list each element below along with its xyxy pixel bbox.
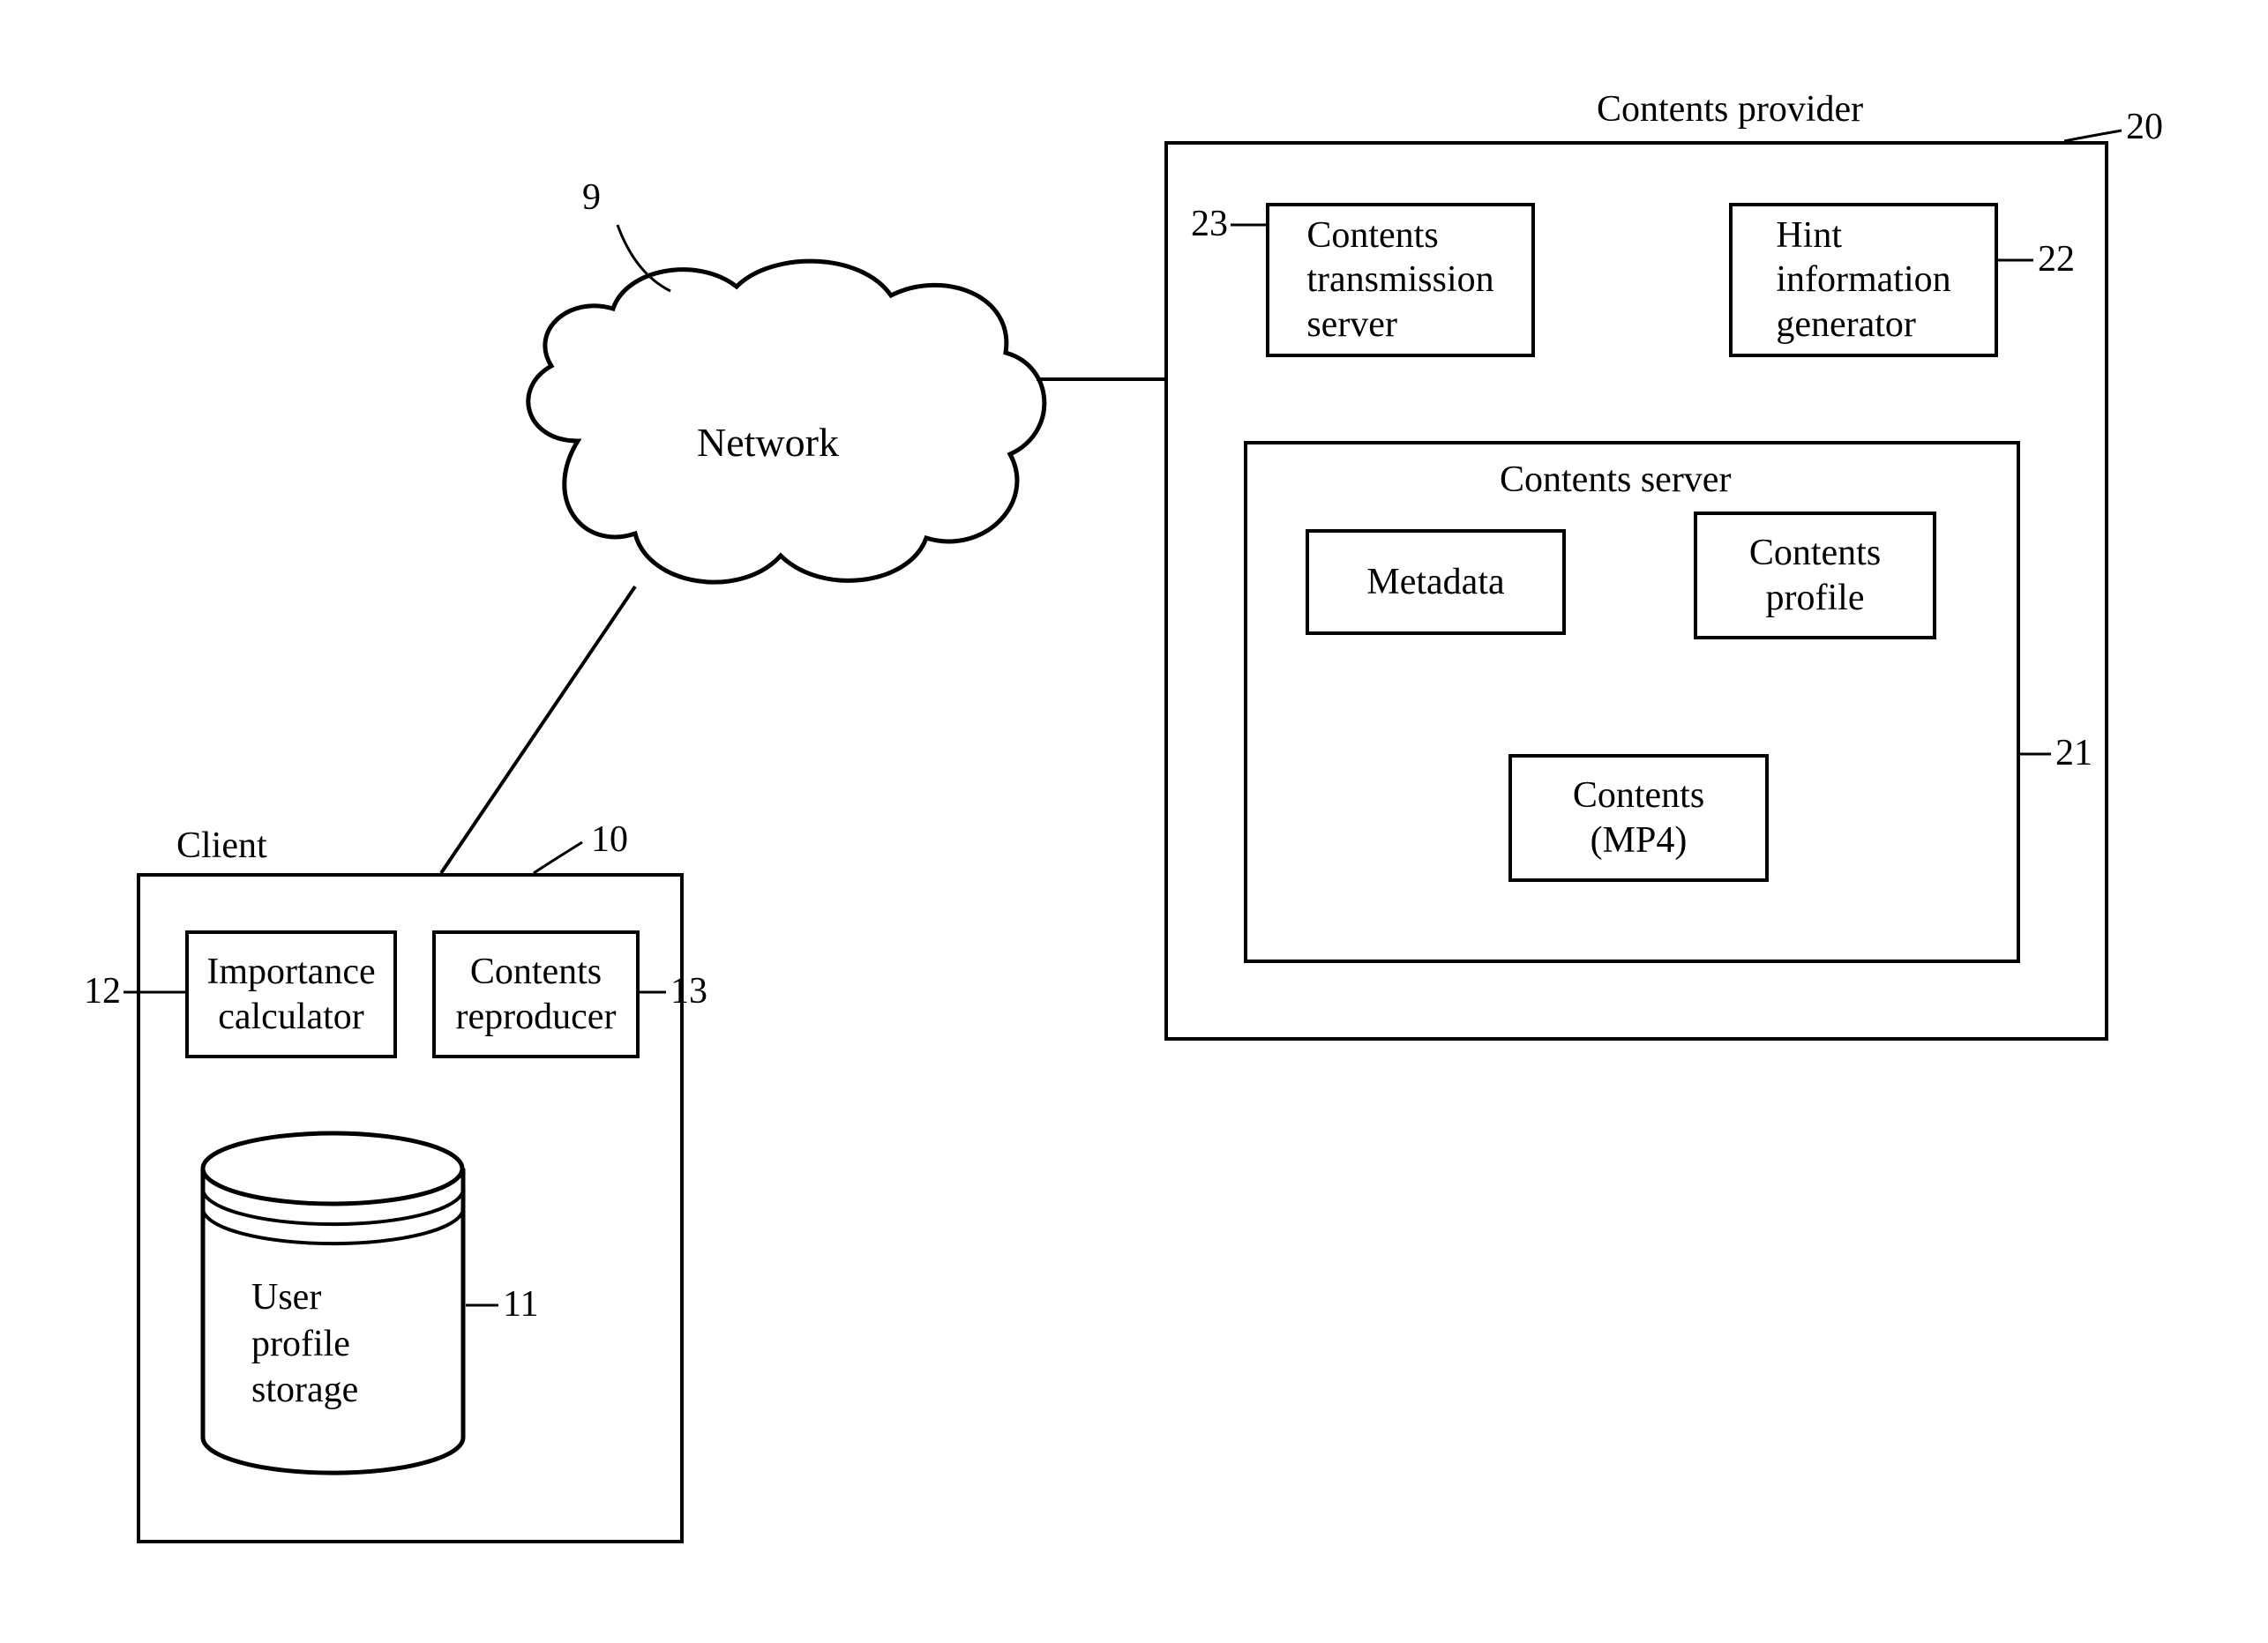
leader-21	[0, 0, 2268, 1643]
diagram-canvas: Network Client Importance calculator Con…	[0, 0, 2268, 1643]
